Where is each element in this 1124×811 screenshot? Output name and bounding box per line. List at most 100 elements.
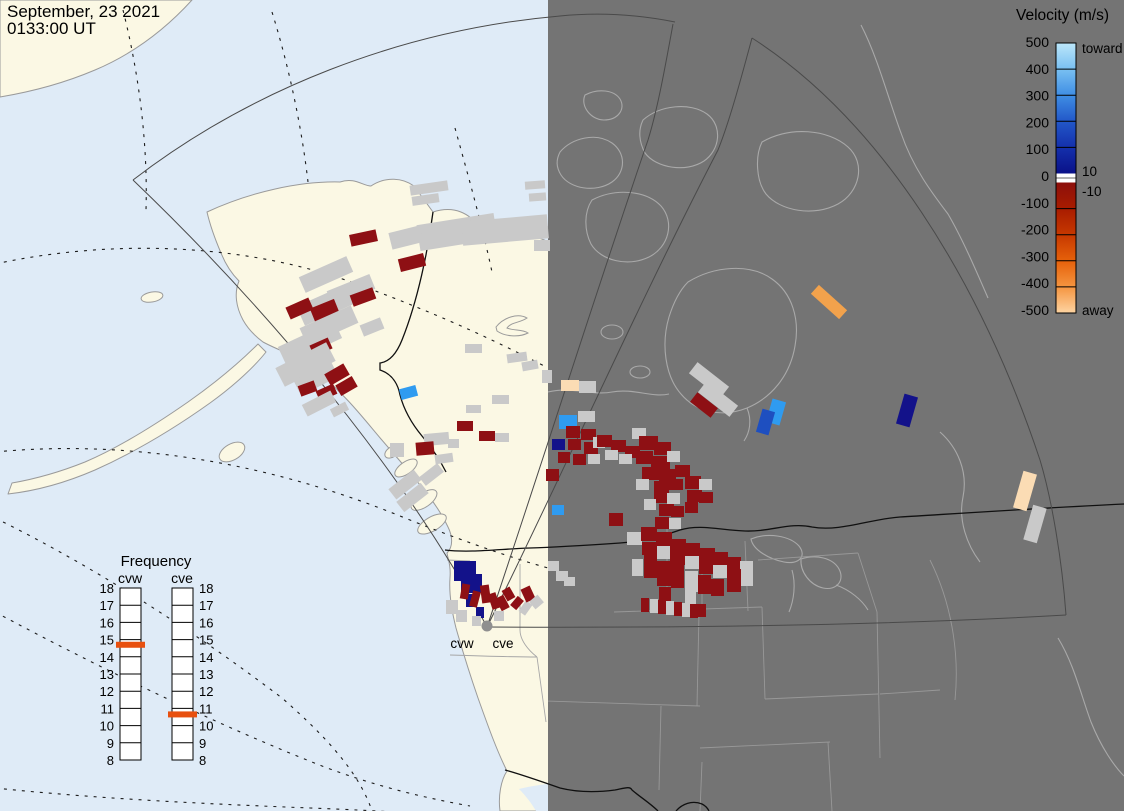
velocity-cell (597, 435, 612, 447)
velocity-cell (656, 532, 672, 546)
velocity-cell (472, 616, 481, 626)
frequency-tick-label: 10 (100, 719, 114, 734)
frequency-tick-label: 9 (107, 736, 114, 751)
velocity-tick-label: -200 (1021, 222, 1049, 238)
frequency-tick-label: 16 (100, 615, 114, 630)
velocity-cell (685, 502, 698, 513)
velocity-cell (685, 589, 696, 604)
velocity-cell (636, 451, 653, 464)
velocity-cell (641, 598, 649, 612)
frequency-tick-label: 17 (199, 598, 213, 613)
velocity-cell (492, 395, 509, 404)
velocity-cell (605, 450, 618, 460)
frequency-tick-label: 11 (101, 701, 115, 716)
velocity-cell (494, 611, 504, 621)
velocity-cell (456, 610, 467, 622)
velocity-tick-label: -100 (1021, 195, 1049, 211)
velocity-tick-label: 0 (1041, 168, 1049, 184)
frequency-marker-cve (168, 711, 197, 717)
velocity-tick-label: 300 (1026, 88, 1050, 104)
velocity-tick-label: 200 (1026, 114, 1050, 130)
velocity-cell (609, 513, 623, 526)
velocity-cell (698, 604, 706, 617)
away-label: away (1082, 303, 1114, 318)
timestamp-time: 0133:00 UT (7, 19, 96, 38)
frequency-tick-label: 11 (199, 701, 213, 716)
map-canvas: Frequency cvw cve 18 17 16 15 14 13 12 11 10 9 8 18… (0, 0, 1124, 811)
velocity-cell (641, 527, 657, 541)
velocity-cell (675, 465, 690, 477)
frequency-tick-label: 18 (100, 581, 114, 596)
velocity-cell (466, 405, 481, 413)
velocity-cell (670, 539, 686, 553)
velocity-cell (627, 532, 642, 545)
velocity-cell (636, 479, 649, 490)
frequency-tick-label: 13 (100, 667, 114, 682)
velocity-cell (650, 599, 658, 613)
velocity-cell (479, 431, 495, 441)
velocity-cell (552, 439, 565, 450)
velocity-bar-away (1056, 183, 1076, 314)
frequency-tick-label: 9 (199, 736, 206, 751)
velocity-bar-toward (1056, 43, 1076, 174)
velocity-tick-label: -400 (1021, 275, 1049, 291)
velocity-cell (727, 569, 741, 592)
velocity-cell (642, 542, 657, 555)
velocity-cell (699, 561, 714, 574)
frequency-tick-label: 10 (199, 719, 213, 734)
velocity-cell (666, 601, 674, 615)
radar-site-dot (482, 621, 493, 632)
velocity-legend-title: Velocity (m/s) (1016, 7, 1109, 24)
velocity-cell (644, 499, 656, 510)
frequency-tick-label: 8 (199, 753, 206, 768)
velocity-cell (671, 506, 684, 517)
velocity-cell (573, 454, 586, 465)
frequency-tick-label: 16 (199, 615, 213, 630)
frequency-tick-label: 14 (100, 650, 114, 665)
velocity-cell (699, 492, 713, 503)
velocity-cell (654, 491, 669, 503)
frequency-tick-label: 12 (100, 684, 114, 699)
velocity-cell (619, 454, 632, 464)
velocity-cell (525, 180, 546, 189)
velocity-cell (561, 380, 579, 391)
velocity-cell (578, 411, 595, 422)
velocity-cell (644, 555, 657, 578)
velocity-cell (669, 479, 683, 490)
frequency-tick-label: 15 (199, 633, 213, 648)
velocity-cell (390, 443, 404, 457)
velocity-cell (568, 439, 581, 450)
frequency-tick-label: 15 (100, 633, 114, 648)
velocity-cell (534, 240, 550, 251)
velocity-cell (667, 451, 680, 462)
velocity-cell (552, 505, 564, 515)
velocity-tick-label: 500 (1026, 34, 1050, 50)
velocity-cell (698, 575, 711, 594)
frequency-marker-cvw (116, 642, 145, 648)
frequency-col-cvw-label: cvw (118, 570, 143, 586)
velocity-cell (588, 454, 600, 464)
velocity-cell (667, 493, 680, 504)
frequency-tick-label: 18 (199, 581, 213, 596)
velocity-cell (699, 479, 712, 490)
frequency-tick-label: 14 (199, 650, 213, 665)
velocity-cell (548, 561, 559, 571)
frequency-tick-label: 13 (199, 667, 213, 682)
velocity-tick-label: 100 (1026, 141, 1050, 157)
velocity-cell (690, 604, 698, 618)
velocity-cell (495, 433, 509, 442)
velocity-cell (713, 552, 728, 565)
velocity-cell (448, 439, 459, 448)
frequency-col-cve-label: cve (171, 570, 193, 586)
velocity-cell (671, 565, 684, 588)
velocity-cell (579, 381, 596, 393)
velocity-cell (465, 344, 482, 353)
velocity-tick-label: -300 (1021, 248, 1049, 264)
velocity-cell (685, 571, 698, 592)
radar-label-cvw: cvw (450, 636, 474, 651)
velocity-tick-label: 400 (1026, 61, 1050, 77)
velocity-cell (415, 441, 434, 456)
frequency-legend-title: Frequency (121, 553, 192, 570)
velocity-cell (530, 226, 548, 237)
velocity-cell (682, 603, 690, 617)
